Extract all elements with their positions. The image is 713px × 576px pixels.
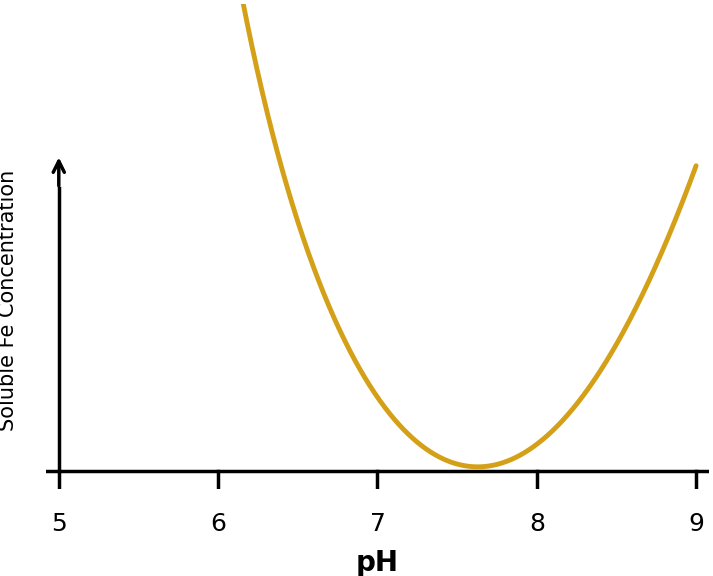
Text: 8: 8	[529, 511, 545, 536]
Text: pH: pH	[356, 549, 399, 576]
Text: 6: 6	[210, 511, 226, 536]
Text: 5: 5	[51, 511, 67, 536]
Text: 7: 7	[369, 511, 386, 536]
Text: Soluble Fe Concentration: Soluble Fe Concentration	[0, 170, 18, 431]
Text: 9: 9	[688, 511, 704, 536]
